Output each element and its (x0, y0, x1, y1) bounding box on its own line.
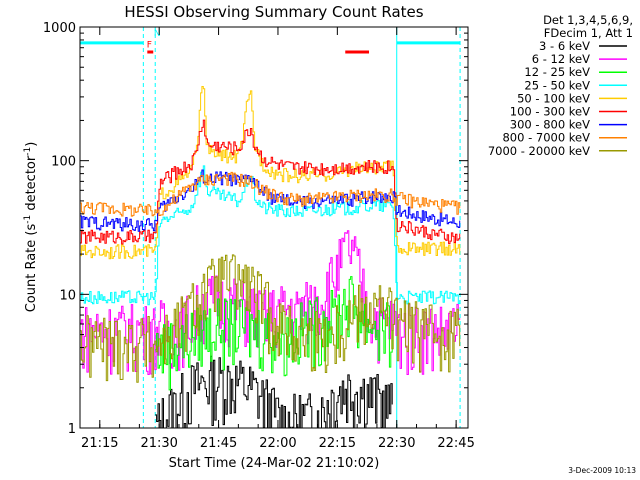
legend-label-6: 100 - 300 keV (510, 105, 590, 119)
chart-title: HESSI Observing Summary Count Rates (124, 3, 423, 21)
legend-label-3: 12 - 25 keV (524, 65, 590, 79)
x-tick-label-2: 21:30 (140, 436, 177, 451)
series-line-8 (80, 171, 461, 217)
axes: 21:15 21:30 21:45 22:00 22:15 22:30 22:45 1 10 10… (43, 21, 475, 451)
footer-date: 3-Dec-2009 10:13 (568, 466, 636, 475)
legend-header-1: Det 1,3,4,5,6,9, (543, 13, 633, 27)
x-tick-label-5: 22:15 (319, 436, 356, 451)
annotation-1: F (147, 41, 152, 51)
legend: Det 1,3,4,5,6,9, FDecim 1, Att 1 3 - 6 k… (488, 13, 633, 158)
legend-label-7: 300 - 800 keV (510, 118, 590, 132)
x-axis-label: Start Time (24-Mar-02 21:10:02) (169, 456, 380, 471)
legend-label-2: 6 - 12 keV (532, 52, 590, 66)
legend-label-1: 3 - 6 keV (539, 39, 590, 53)
series-line-6 (80, 119, 461, 245)
x-tick-label-3: 21:45 (200, 436, 237, 451)
y-tick-label-1: 1 (68, 422, 76, 437)
legend-header-2: FDecim 1, Att 1 (544, 26, 633, 40)
series-line-7 (80, 169, 461, 232)
legend-label-5: 50 - 100 keV (517, 91, 590, 105)
x-tick-label-1: 21:15 (81, 436, 118, 451)
series-line-9 (80, 254, 461, 383)
x-tick-label-6: 22:30 (378, 436, 415, 451)
annotation-2: N (154, 29, 161, 39)
y-axis-label: Count Rate (s-1 detector-1) (23, 142, 39, 313)
legend-label-4: 25 - 50 keV (524, 78, 590, 92)
plot-area: FN (80, 27, 461, 429)
legend-label-8: 800 - 7000 keV (502, 131, 590, 145)
y-tick-label-2: 10 (59, 288, 76, 303)
x-tick-label-7: 22:45 (437, 436, 474, 451)
plot-frame (79, 26, 469, 429)
y-tick-label-3: 100 (51, 155, 76, 170)
series-line-5 (80, 86, 461, 260)
series-line-4 (80, 165, 461, 306)
y-tick-label-4: 1000 (43, 21, 76, 36)
legend-label-9: 7000 - 20000 keV (488, 144, 590, 158)
x-tick-label-4: 22:00 (259, 436, 296, 451)
series-line-1 (155, 355, 393, 429)
